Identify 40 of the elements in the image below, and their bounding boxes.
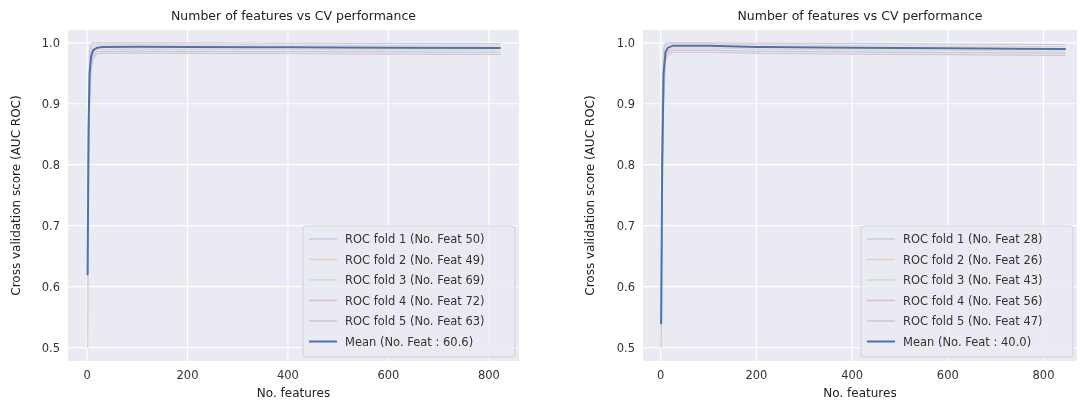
- y-tick-label: 0.8: [616, 157, 635, 172]
- y-tick-label: 0.9: [41, 96, 60, 111]
- chart-title: Number of features vs CV performance: [737, 8, 983, 23]
- legend-label: ROC fold 1 (No. Feat 50): [345, 232, 485, 247]
- y-tick-label: 1.0: [616, 35, 635, 50]
- legend-label: ROC fold 1 (No. Feat 28): [903, 232, 1043, 247]
- y-tick-label: 0.7: [41, 218, 60, 233]
- legend-label: ROC fold 4 (No. Feat 72): [345, 293, 485, 308]
- y-tick-label: 0.9: [616, 96, 635, 111]
- x-tick-label: 0: [83, 368, 91, 382]
- y-tick-label: 0.6: [616, 279, 635, 294]
- x-tick-label: 200: [745, 368, 768, 382]
- chart-title: Number of features vs CV performance: [170, 8, 417, 23]
- x-tick-label: 400: [277, 368, 299, 382]
- y-axis-title: Cross validation score (AUC ROC): [9, 95, 23, 296]
- y-tick-label: 0.5: [616, 340, 635, 355]
- x-tick-label: 400: [841, 368, 864, 382]
- x-tick-label: 600: [936, 368, 959, 382]
- y-tick-label: 1.0: [41, 35, 60, 50]
- legend-label: ROC fold 4 (No. Feat 56): [903, 293, 1043, 308]
- x-axis-title: No. features: [256, 386, 331, 400]
- x-tick-label: 200: [176, 368, 199, 382]
- x-tick-label: 0: [657, 368, 665, 382]
- x-tick-label: 600: [377, 368, 400, 382]
- x-axis-title: No. features: [823, 386, 897, 400]
- y-tick-label: 0.5: [41, 340, 60, 355]
- legend-label: ROC fold 2 (No. Feat 49): [345, 252, 485, 267]
- y-tick-label: 0.6: [41, 279, 60, 294]
- legend-label: Mean (No. Feat : 60.6): [345, 334, 474, 349]
- legend-label: ROC fold 2 (No. Feat 26): [903, 252, 1043, 267]
- y-tick-label: 0.8: [41, 157, 60, 172]
- x-tick-label: 800: [1032, 368, 1055, 382]
- legend-label: Mean (No. Feat : 40.0): [903, 334, 1032, 349]
- legend-label: ROC fold 3 (No. Feat 69): [345, 273, 485, 288]
- y-axis-title: Cross validation score (AUC ROC): [583, 95, 597, 296]
- legend-label: ROC fold 5 (No. Feat 47): [903, 314, 1043, 329]
- y-tick-label: 0.7: [616, 218, 635, 233]
- legend-label: ROC fold 5 (No. Feat 63): [345, 314, 485, 329]
- x-tick-label: 800: [477, 368, 500, 382]
- legend-label: ROC fold 3 (No. Feat 43): [903, 273, 1043, 288]
